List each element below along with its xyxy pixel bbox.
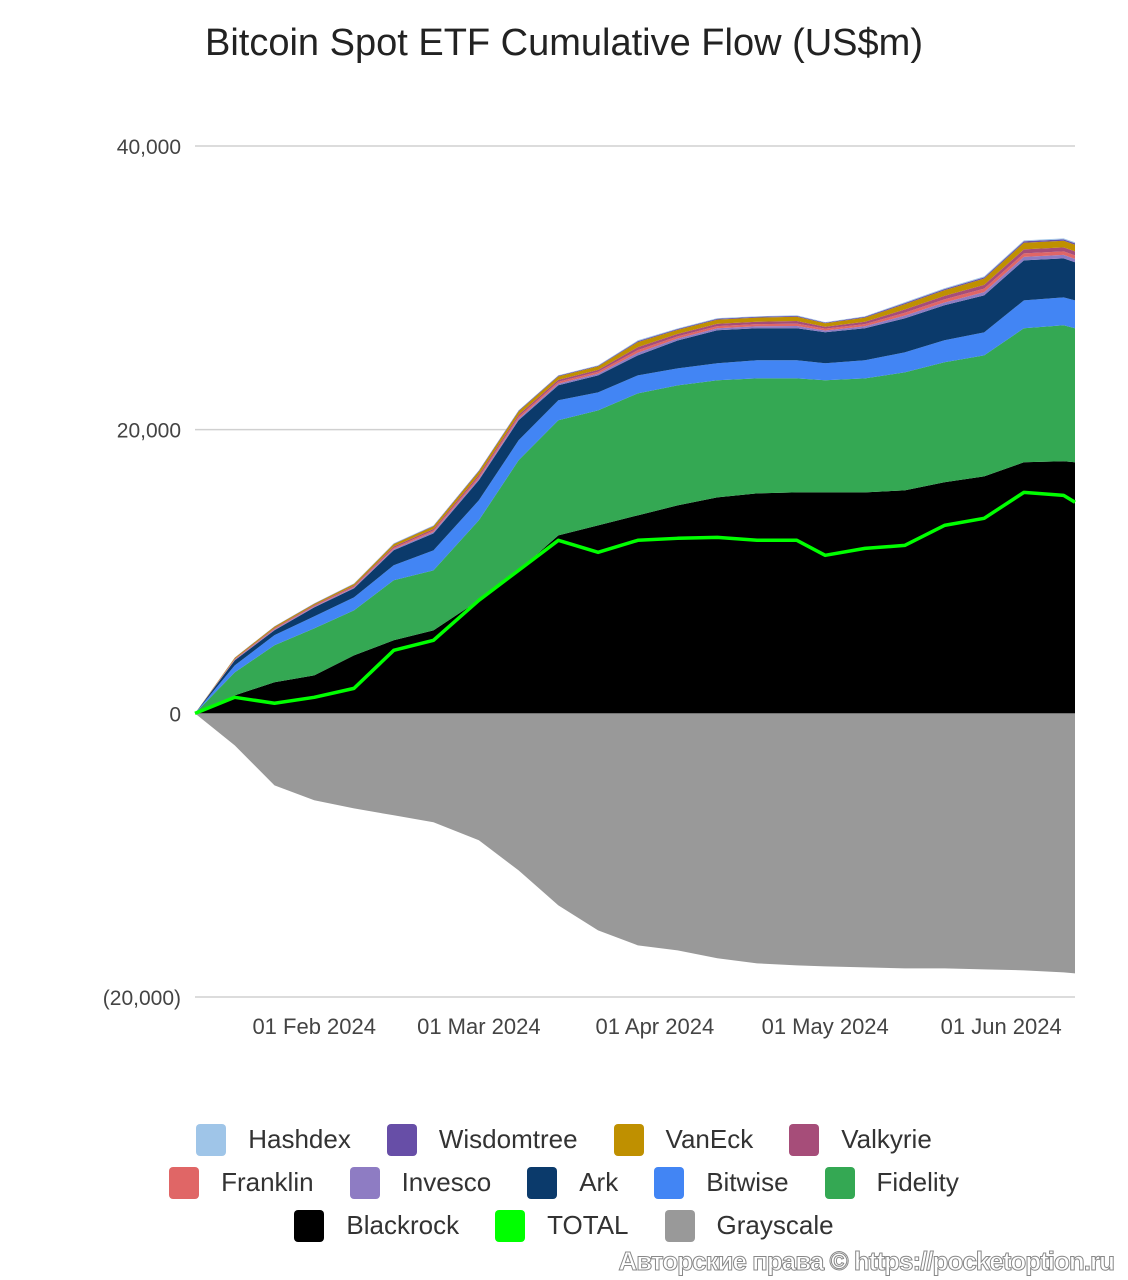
legend-item-bitwise: Bitwise [654,1166,789,1199]
legend-label: TOTAL [547,1210,629,1240]
area-fidelity [195,325,1075,714]
legend-swatch [386,1123,417,1156]
x-tick-label: 01 Mar 2024 [417,1014,541,1039]
legend-label: Valkyrie [841,1124,932,1154]
x-tick-label: 01 Jun 2024 [941,1014,1062,1039]
legend-item-total: TOTAL [495,1209,629,1242]
legend-swatch [789,1123,820,1156]
area-blackrock [195,461,1075,714]
legend-swatch [349,1166,380,1199]
legend-swatch [613,1123,644,1156]
legend-item-valkyrie: Valkyrie [789,1123,932,1156]
line-total [194,490,1076,715]
legend-label: Bitwise [706,1167,789,1197]
y-tick-label: 20,000 [117,420,181,443]
legend-label: Hashdex [248,1124,351,1154]
legend-label: VanEck [665,1124,754,1154]
legend-swatch [654,1166,685,1199]
legend-swatch [196,1123,227,1156]
legend-item-vaneck: VanEck [613,1123,754,1156]
legend: Hashdex Wisdomtree VanEck Valkyrie Franklin I… [0,1118,1128,1247]
x-tick-label: 01 Apr 2024 [596,1014,715,1039]
legend-label: Grayscale [716,1210,834,1240]
y-tick-label: 0 [169,703,181,726]
legend-item-grayscale: Grayscale [664,1209,834,1242]
legend-swatch [824,1166,855,1199]
legend-item-blackrock: Blackrock [294,1209,460,1242]
legend-item-fidelity: Fidelity [824,1166,959,1199]
legend-item-ark: Ark [527,1166,619,1199]
legend-item-hashdex: Hashdex [196,1123,351,1156]
legend-label: Franklin [221,1167,314,1197]
legend-row: Blackrock TOTAL Grayscale [0,1204,1128,1247]
legend-label: Blackrock [346,1210,460,1240]
legend-swatch [169,1166,200,1199]
chart-title: Bitcoin Spot ETF Cumulative Flow (US$m) [205,22,923,64]
legend-row: Franklin Invesco Ark Bitwise Fidelity [0,1161,1128,1204]
area-grayscale [195,713,1075,974]
legend-item-franklin: Franklin [169,1166,314,1199]
y-tick-label: (20,000) [103,987,181,1010]
legend-swatch [495,1209,526,1242]
legend-label: Invesco [401,1167,492,1197]
legend-label: Ark [579,1167,619,1197]
area-bitwise [195,297,1075,714]
chart-plot: 40,000 20,000 0 (20,000) 01 Feb 2024 01 Mar 2… [103,136,1076,1039]
legend-label: Fidelity [876,1167,959,1197]
legend-label: Wisdomtree [438,1124,578,1154]
y-tick-label: 40,000 [117,136,181,159]
x-tick-label: 01 Feb 2024 [252,1014,376,1039]
legend-item-invesco: Invesco [349,1166,492,1199]
legend-row: Hashdex Wisdomtree VanEck Valkyrie [0,1118,1128,1161]
area-ark [195,258,1075,714]
legend-item-wisdomtree: Wisdomtree [386,1123,578,1156]
x-tick-label: 01 May 2024 [762,1014,889,1039]
legend-swatch [664,1209,695,1242]
legend-swatch [527,1166,558,1199]
legend-swatch [294,1209,325,1242]
watermark: Авторские права © https://pocketoption.r… [618,1246,1116,1277]
